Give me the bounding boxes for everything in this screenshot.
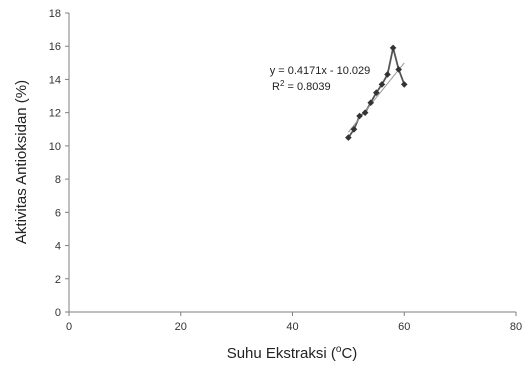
y-tick-label: 12 [49,108,61,120]
data-point [367,99,375,106]
trendline-group [347,62,405,133]
trendline-r-squared: R2 = 0.8039 [272,79,331,93]
trendline [347,62,405,133]
y-tick-label: 16 [49,41,61,53]
data-point [350,125,358,133]
y-tick-label: 18 [49,8,61,20]
data-point [361,109,369,116]
r-squared-prefix: R [272,81,280,93]
r-squared-value: = 0.8039 [284,81,330,93]
x-axis-title-text: Suhu Ekstraksi ( [227,345,336,362]
data-point [384,71,391,78]
y-tick-label: 0 [55,307,61,319]
data-point [395,66,402,73]
data-point [356,112,363,120]
axes [68,13,516,313]
y-tick-label: 10 [49,141,61,153]
x-tick-label: 0 [66,321,72,333]
y-tick-label: 4 [55,241,61,253]
x-tick-label: 80 [510,321,522,333]
y-tick-label: 8 [55,174,61,186]
x-axis-title: Suhu Ekstraksi (oC) [227,344,358,362]
x-tick-label: 60 [398,321,410,333]
y-tick-label: 6 [55,207,61,219]
data-point [389,44,397,52]
trendline-equation: y = 0.4171x - 10.029 [270,65,371,77]
y-axis-ticks: 0 2 4 6 8 10 12 14 16 18 [49,8,69,319]
x-axis-title-sup: o [336,344,342,355]
x-axis-title-unit: C) [341,345,357,362]
y-tick-label: 2 [55,274,61,286]
x-tick-label: 40 [286,321,298,333]
data-point [345,134,352,141]
x-axis-ticks: 0 20 40 60 80 [66,312,522,333]
data-markers [345,44,408,141]
data-point [373,89,380,97]
y-tick-label: 14 [49,74,61,86]
data-point [378,81,386,88]
x-tick-label: 20 [175,321,187,333]
y-axis-title: Aktivitas Antioksidan (%) [13,80,30,244]
r-squared-sup: 2 [280,79,285,88]
data-point [400,81,408,88]
